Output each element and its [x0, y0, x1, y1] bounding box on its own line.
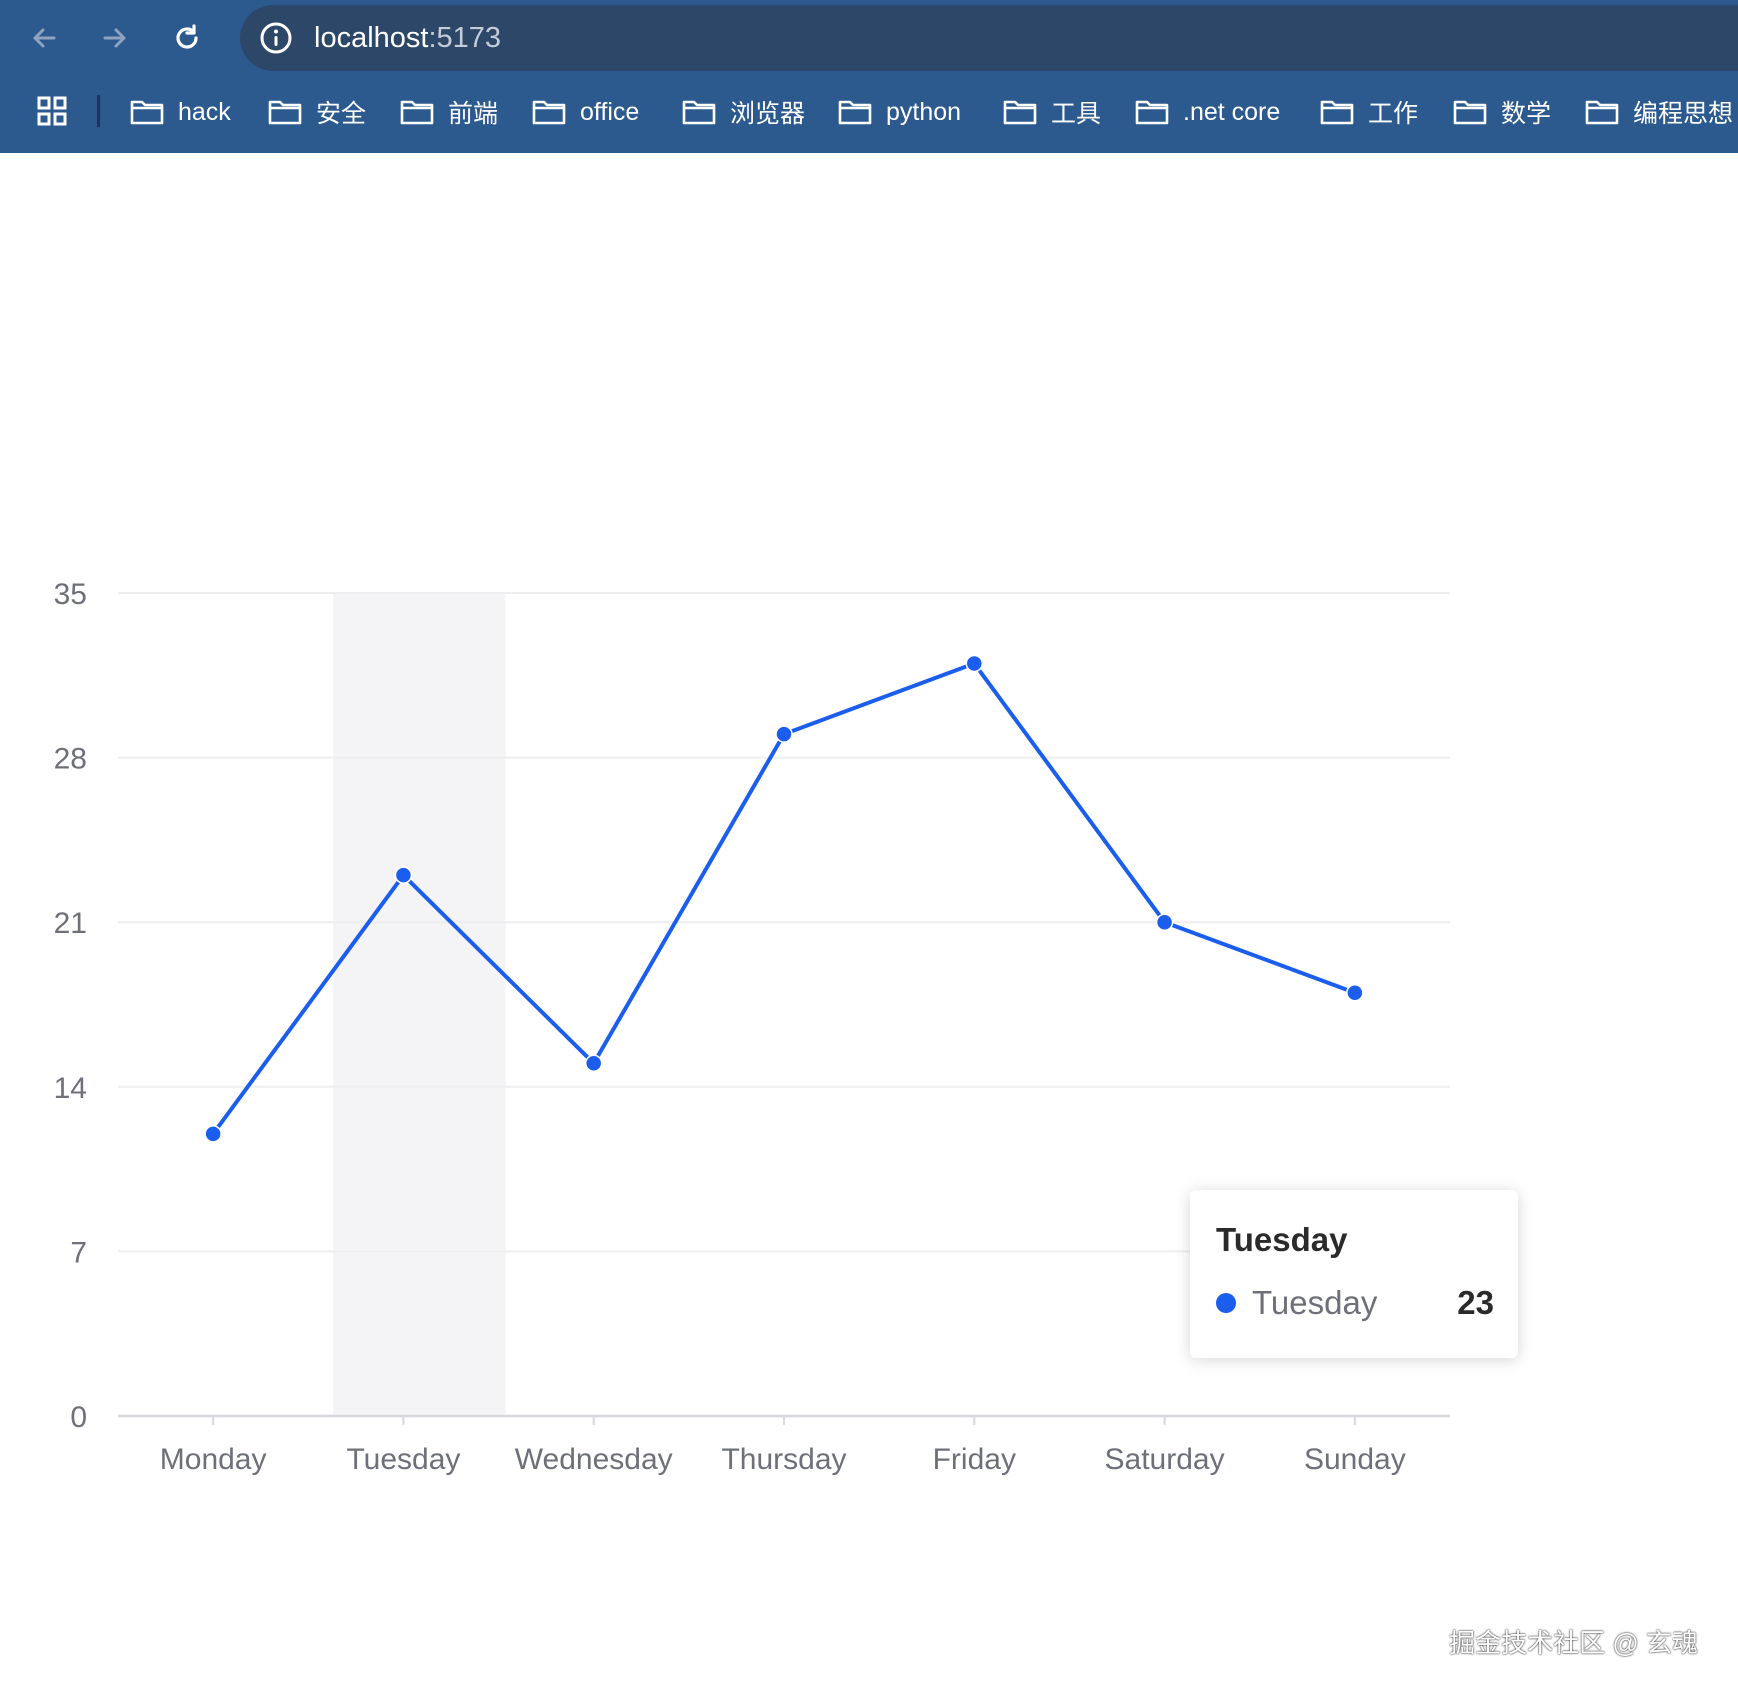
bookmark-label: hack — [178, 97, 231, 126]
bookmark-folder[interactable]: 安全 — [268, 93, 366, 131]
y-tick-label: 0 — [70, 1401, 87, 1434]
folder-icon — [130, 100, 164, 125]
folder-icon — [268, 100, 302, 125]
x-tick-label: Monday — [160, 1443, 267, 1476]
x-tick-label: Tuesday — [346, 1443, 460, 1476]
browser-toolbar: localhost:5173 hack 安全 前端 office 浏览器 python 工具… — [0, 0, 1738, 153]
apps-grid-icon[interactable] — [36, 95, 68, 127]
bookmark-label: 浏览器 — [730, 100, 806, 128]
x-tick-label: Thursday — [721, 1443, 846, 1476]
y-tick-label: 7 — [70, 1236, 87, 1269]
back-button[interactable] — [20, 14, 68, 62]
bookmark-folder[interactable]: 浏览器 — [682, 93, 805, 131]
data-point — [394, 866, 413, 884]
reload-icon — [176, 24, 198, 49]
data-point — [204, 1125, 222, 1143]
bookmark-label: .net core — [1183, 97, 1281, 126]
arrow-left-icon — [33, 28, 56, 48]
folder-icon — [1135, 100, 1169, 125]
reload-button[interactable] — [163, 14, 211, 62]
arrow-right-icon — [103, 28, 126, 48]
chart-canvas: 0 7 14 21 28 35 Monday Tuesday Wednesday Thursday… — [54, 578, 1450, 1476]
data-point — [1346, 983, 1364, 1002]
bookmark-folder[interactable]: .net core — [1135, 93, 1280, 131]
url-text[interactable]: localhost:5173 — [314, 20, 501, 56]
bookmark-folder[interactable]: office — [532, 93, 639, 131]
data-point — [965, 654, 984, 673]
hover-highlight-band — [333, 593, 506, 1416]
bookmarks-bar: hack 安全 前端 office 浏览器 python 工具 .net core 工作 数学 编程… — [0, 85, 1738, 141]
data-point — [1155, 913, 1174, 931]
folder-icon — [682, 100, 716, 125]
y-tick-label: 35 — [54, 578, 87, 611]
bookmark-folder[interactable]: 数学 — [1453, 93, 1551, 131]
line-chart: 0 7 14 21 28 35 Monday Tuesday Wednesday Thursday… — [0, 153, 1738, 1694]
bookmark-folder[interactable]: hack — [130, 93, 231, 131]
chart-tooltip: Tuesday Tuesday 23 — [1190, 1190, 1518, 1358]
folder-icon — [1453, 100, 1487, 125]
bookmark-folder[interactable]: python — [838, 93, 961, 131]
url-port: :5173 — [428, 22, 502, 54]
bookmark-label: python — [886, 97, 962, 126]
folder-icon — [532, 100, 566, 125]
bookmark-label: 前端 — [448, 100, 499, 128]
address-bar[interactable]: localhost:5173 — [240, 5, 1738, 71]
x-tick-label: Sunday — [1304, 1443, 1406, 1476]
bookmark-folder[interactable]: 编程思想 — [1585, 93, 1733, 131]
folder-icon — [1320, 100, 1354, 125]
folder-icon — [1003, 100, 1037, 125]
bookmark-folder[interactable]: 工作 — [1320, 93, 1418, 131]
tooltip-title: Tuesday — [1216, 1221, 1348, 1258]
y-tick-label: 28 — [54, 743, 87, 776]
data-point — [775, 725, 793, 743]
tooltip-series-row: Tuesday 23 — [1216, 1282, 1494, 1324]
tooltip-value: 23 — [1457, 1284, 1494, 1321]
bookmark-folder[interactable]: 前端 — [400, 93, 498, 131]
bookmark-label: 工作 — [1368, 100, 1419, 128]
data-point — [584, 1054, 603, 1073]
bookmark-label: office — [580, 97, 640, 126]
watermark-text: 掘金技术社区 @ 玄魂 — [1449, 1628, 1698, 1658]
bookmark-folder[interactable]: 工具 — [1003, 93, 1101, 131]
bookmark-label: 编程思想 — [1633, 100, 1734, 128]
bookmark-label: 数学 — [1501, 100, 1552, 128]
bookmarks-divider — [97, 95, 100, 127]
folder-icon — [1585, 100, 1619, 125]
tooltip-series-name: Tuesday — [1252, 1284, 1378, 1321]
x-tick-label: Friday — [933, 1443, 1016, 1476]
x-tick-label: Wednesday — [515, 1443, 673, 1476]
y-tick-label: 14 — [54, 1072, 87, 1105]
forward-button[interactable] — [91, 14, 139, 62]
folder-icon — [838, 100, 872, 125]
x-tick-label: Saturday — [1105, 1443, 1225, 1476]
url-host: localhost — [314, 22, 429, 54]
series-marker-dot — [1216, 1293, 1236, 1313]
bookmark-label: 安全 — [316, 100, 367, 128]
y-tick-label: 21 — [54, 907, 87, 940]
bookmark-label: 工具 — [1051, 100, 1102, 128]
site-info-icon[interactable] — [258, 20, 294, 56]
folder-icon — [400, 100, 434, 125]
navigation-row: localhost:5173 — [0, 0, 1738, 76]
